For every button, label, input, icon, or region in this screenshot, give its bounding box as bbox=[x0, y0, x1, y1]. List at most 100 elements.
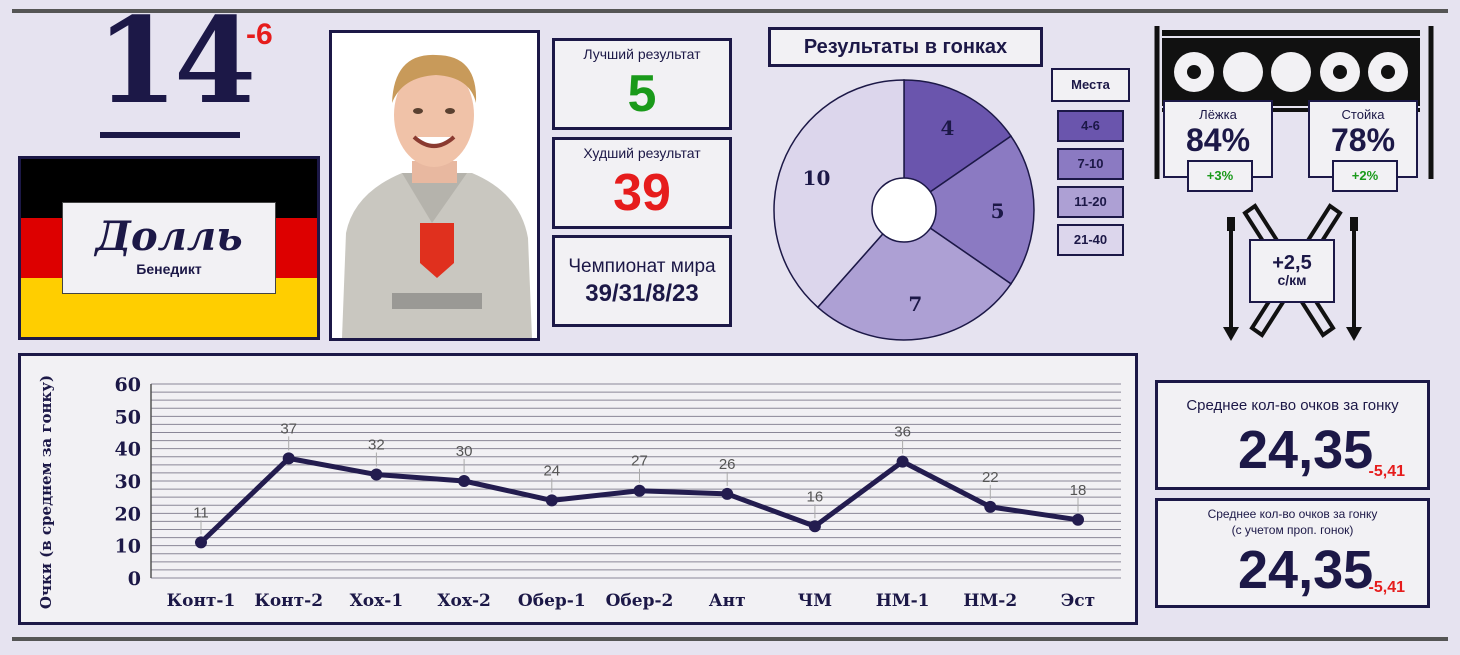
legend-item-7-10: 7-10 bbox=[1057, 148, 1124, 180]
y-tick-label: 30 bbox=[115, 471, 141, 493]
world-championship-value: 39/31/8/23 bbox=[585, 280, 699, 307]
points-chart-panel: 0 10 20 30 40 50 60 Конт-1 Конт-2 Хох-1 Хох-2 Обер… bbox=[18, 353, 1138, 625]
x-tick-label: Конт-2 bbox=[254, 591, 323, 611]
y-tick-label: 60 bbox=[115, 374, 141, 396]
y-axis-label: Очки (в среднем за гонку) bbox=[37, 375, 55, 609]
pie-label-4-6: 4 bbox=[941, 116, 955, 140]
data-label: 30 bbox=[456, 443, 473, 460]
x-tick-label: ЧМ bbox=[798, 591, 833, 611]
data-point bbox=[984, 500, 997, 513]
x-tick-label: Эст bbox=[1061, 591, 1095, 611]
y-tick-label: 0 bbox=[128, 568, 141, 590]
pie-slice-11-20 bbox=[816, 209, 1013, 341]
average-points-adjusted-card: Среднее кол-во очков за гонку (с учетом … bbox=[1155, 498, 1430, 608]
athlete-photo bbox=[329, 30, 540, 341]
race-results-title: Результаты в гонках bbox=[768, 27, 1043, 67]
worst-result-label: Худший результат bbox=[583, 145, 701, 161]
worst-result-card: Худший результат 39 bbox=[552, 137, 732, 229]
average-points-adjusted-value: 24,35 bbox=[1238, 540, 1374, 600]
data-label: 16 bbox=[807, 488, 824, 505]
standing-change: +2% bbox=[1332, 160, 1398, 192]
world-championship-card: Чемпионат мира 39/31/8/23 bbox=[552, 235, 732, 327]
overall-rank: 14 bbox=[96, 0, 256, 130]
data-label: 37 bbox=[280, 420, 297, 437]
top-rule bbox=[12, 9, 1448, 13]
data-label: 24 bbox=[543, 462, 560, 479]
legend-item-11-20: 11-20 bbox=[1057, 186, 1124, 218]
athlete-surname: Долль bbox=[95, 213, 243, 260]
x-tick-label: Обер-2 bbox=[606, 591, 674, 611]
x-tick-label: Хох-1 bbox=[350, 591, 404, 611]
average-points-adjusted-label-line1: Среднее кол-во очков за гонку bbox=[1207, 507, 1378, 521]
data-point bbox=[195, 536, 207, 549]
y-tick-label: 40 bbox=[115, 439, 141, 461]
best-result-label: Лучший результат bbox=[583, 46, 701, 62]
data-point bbox=[896, 455, 909, 468]
athlete-first-name: Бенедикт bbox=[136, 261, 202, 277]
prone-label: Лёжка bbox=[1199, 107, 1237, 122]
y-axis-ticks: 0 10 20 30 40 50 60 bbox=[115, 374, 141, 590]
ski-speed-unit: с/км bbox=[1277, 272, 1307, 288]
legend-item-4-6: 4-6 bbox=[1057, 110, 1124, 142]
legend-title: Места bbox=[1051, 68, 1130, 102]
pie-slice-21-40 bbox=[773, 79, 905, 309]
prone-shooting-card: Лёжка 84% +3% bbox=[1163, 100, 1273, 192]
pie-label-7-10: 5 bbox=[991, 199, 1005, 223]
rank-change: -6 bbox=[246, 18, 273, 51]
best-result-value: 5 bbox=[627, 65, 657, 123]
data-point bbox=[633, 484, 646, 497]
athlete-portrait-illustration bbox=[332, 33, 537, 338]
data-point bbox=[721, 487, 734, 500]
data-point bbox=[545, 494, 558, 507]
legend-item-21-40: 21-40 bbox=[1057, 224, 1124, 256]
standing-label: Стойка bbox=[1341, 107, 1385, 122]
data-point bbox=[370, 468, 383, 481]
worst-result-value: 39 bbox=[613, 164, 671, 222]
prone-change: +3% bbox=[1187, 160, 1253, 192]
x-tick-label: НМ-1 bbox=[876, 591, 930, 611]
y-tick-label: 50 bbox=[115, 406, 141, 428]
x-tick-label: Конт-1 bbox=[167, 591, 236, 611]
y-tick-label: 10 bbox=[115, 536, 141, 558]
data-label: 27 bbox=[631, 453, 648, 470]
chart-grid bbox=[150, 383, 1121, 579]
data-point bbox=[808, 520, 821, 533]
data-point bbox=[1072, 513, 1084, 526]
prone-value: 84% bbox=[1185, 122, 1251, 158]
ski-speed-card: +2,5 с/км bbox=[1249, 239, 1335, 303]
average-points-adjusted-label-line2: (с учетом проп. гонок) bbox=[1231, 522, 1354, 537]
x-tick-label: Ант bbox=[709, 591, 746, 611]
ski-speed-value: +2,5 bbox=[1272, 252, 1312, 274]
points-series-markers bbox=[195, 452, 1084, 549]
rank-underline bbox=[100, 132, 240, 138]
data-label: 26 bbox=[719, 456, 736, 473]
x-tick-label: Хох-2 bbox=[437, 591, 491, 611]
points-line-chart: 0 10 20 30 40 50 60 Конт-1 Конт-2 Хох-1 Хох-2 Обер… bbox=[37, 374, 1121, 611]
data-label: 18 bbox=[1070, 482, 1087, 499]
standing-shooting-card: Стойка 78% +2% bbox=[1308, 100, 1418, 192]
average-points-label: Среднее кол-во очков за гонку bbox=[1186, 397, 1399, 414]
average-points-change: -5,41 bbox=[1368, 463, 1405, 480]
y-tick-label: 20 bbox=[115, 503, 141, 525]
points-data-labels: 11 37 32 30 24 27 26 16 36 22 18 bbox=[193, 420, 1087, 535]
data-label: 11 bbox=[193, 504, 209, 521]
pie-label-21-40: 10 bbox=[803, 166, 831, 190]
bottom-rule bbox=[12, 637, 1448, 641]
data-point bbox=[458, 475, 471, 487]
race-results-pie: 4 5 7 10 bbox=[773, 79, 1035, 341]
world-championship-label: Чемпионат мира bbox=[568, 256, 716, 277]
data-label: 22 bbox=[982, 469, 999, 486]
average-points-adjusted-change: -5,41 bbox=[1368, 579, 1405, 596]
athlete-name-card: Долль Бенедикт bbox=[62, 202, 276, 294]
data-point bbox=[282, 452, 295, 465]
pie-center-hole bbox=[871, 177, 937, 243]
average-points-value: 24,35 bbox=[1238, 420, 1374, 480]
shooting-target-icon bbox=[1154, 26, 1434, 179]
data-label: 36 bbox=[894, 424, 911, 441]
standing-value: 78% bbox=[1330, 122, 1396, 158]
pie-slice-7-10 bbox=[902, 135, 1035, 285]
data-label: 32 bbox=[368, 437, 385, 454]
x-tick-label: НМ-2 bbox=[963, 591, 1017, 611]
average-points-card: Среднее кол-во очков за гонку 24,35 -5,4… bbox=[1155, 380, 1430, 490]
x-axis-ticks: Конт-1 Конт-2 Хох-1 Хох-2 Обер-1 Обер-2 Ант ЧМ Н… bbox=[167, 591, 1096, 611]
